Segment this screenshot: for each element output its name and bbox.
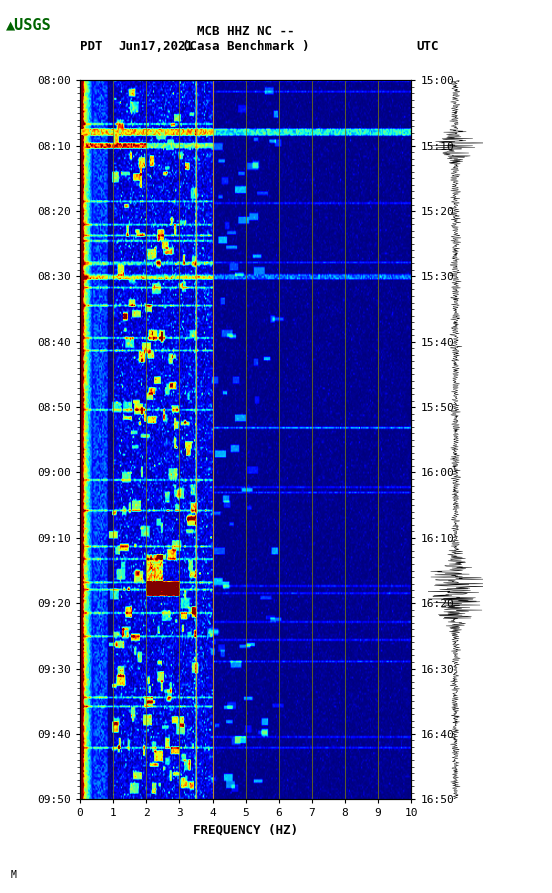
X-axis label: FREQUENCY (HZ): FREQUENCY (HZ) [193,824,298,837]
Text: PDT: PDT [80,40,103,53]
Text: ▲USGS: ▲USGS [6,18,51,33]
Text: M: M [11,870,17,880]
Text: MCB HHZ NC --: MCB HHZ NC -- [197,25,294,38]
Text: (Casa Benchmark ): (Casa Benchmark ) [182,40,309,53]
Text: Jun17,2021: Jun17,2021 [119,40,194,53]
Text: UTC: UTC [417,40,439,53]
